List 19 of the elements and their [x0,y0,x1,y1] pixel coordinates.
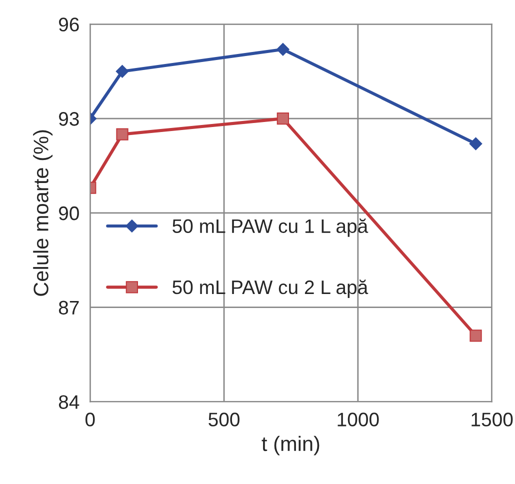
point [276,112,290,125]
point [116,64,129,78]
x-tick-label: 1500 [472,412,513,426]
y-tick-label: 84 [58,395,80,409]
y-tick-label: 90 [58,206,79,220]
y-tick-label: 87 [58,300,79,315]
y-tick-label: 96 [58,18,79,32]
point [116,128,128,140]
x-axis-title: t (min) [262,436,320,456]
point [276,42,290,56]
x-tick-label: 0 [85,412,95,426]
x-tick-label: 1000 [338,412,379,426]
y-tick-label: 93 [58,112,79,126]
x-tick-label: 500 [208,412,240,426]
legend-label: 50 mL PAW cu 2 L apă [172,280,368,298]
legend-label: 50 mL PAW cu 1 L apă [172,218,368,237]
y-axis-title: Celule moarte (%) [33,130,53,296]
point [470,330,482,342]
point [469,137,482,150]
